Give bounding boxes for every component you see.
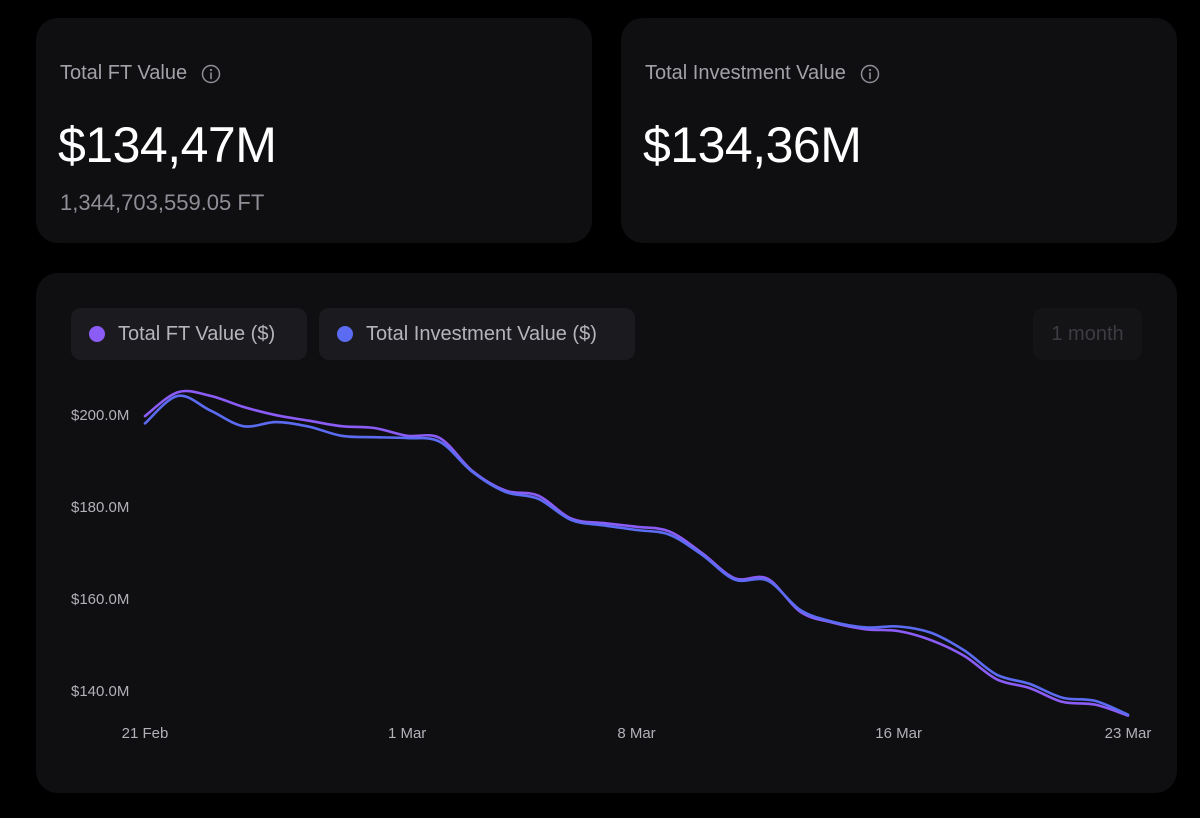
legend-toggle-ft-value[interactable]: Total FT Value ($)	[71, 308, 307, 360]
x-tick-label: 21 Feb	[122, 725, 169, 742]
line-chart: $200.0M $180.0M $160.0M $140.0M 21 Feb 1 Mar…	[71, 389, 1152, 742]
y-axis-ticks: $200.0M $180.0M $160.0M $140.0M	[71, 407, 129, 700]
total-ft-value-amount: $134,47M	[58, 117, 277, 173]
total-investment-value-amount: $134,36M	[643, 117, 862, 173]
series-line-investment-value	[143, 394, 1130, 716]
series-lines	[143, 389, 1130, 717]
time-range-button[interactable]: 1 month	[1033, 308, 1142, 360]
y-tick-label: $200.0M	[71, 407, 129, 424]
series-line-ft-value	[143, 389, 1130, 717]
total-ft-value-card: Total FT Value $134,47M 1,344,703,559.05…	[36, 18, 592, 243]
x-tick-label: 16 Mar	[875, 725, 922, 742]
y-tick-label: $180.0M	[71, 499, 129, 516]
x-tick-label: 1 Mar	[388, 725, 426, 742]
total-investment-value-card: Total Investment Value $134,36M	[621, 18, 1177, 243]
total-ft-value-title: Total FT Value	[60, 62, 188, 84]
total-ft-value-title-row: Total FT Value	[60, 62, 221, 85]
x-tick-label: 23 Mar	[1105, 725, 1152, 742]
x-axis-ticks: 21 Feb 1 Mar 8 Mar 16 Mar 23 Mar	[122, 725, 1152, 742]
info-icon[interactable]	[201, 64, 221, 84]
info-icon[interactable]	[860, 64, 880, 84]
total-investment-value-title: Total Investment Value	[645, 62, 846, 84]
legend-label-ft-value: Total FT Value ($)	[118, 322, 276, 345]
legend-dot-ft-value	[89, 326, 105, 342]
legend-toggle-investment-value[interactable]: Total Investment Value ($)	[319, 308, 635, 360]
value-chart-card: $200.0M $180.0M $160.0M $140.0M 21 Feb 1 Mar…	[36, 273, 1177, 793]
y-tick-label: $140.0M	[71, 683, 129, 700]
legend-label-investment-value: Total Investment Value ($)	[366, 322, 597, 345]
y-tick-label: $160.0M	[71, 591, 129, 608]
x-tick-label: 8 Mar	[617, 725, 655, 742]
legend-dot-investment-value	[337, 326, 353, 342]
total-investment-value-title-row: Total Investment Value	[645, 62, 880, 85]
total-ft-value-token-amount: 1,344,703,559.05 FT	[60, 190, 265, 215]
